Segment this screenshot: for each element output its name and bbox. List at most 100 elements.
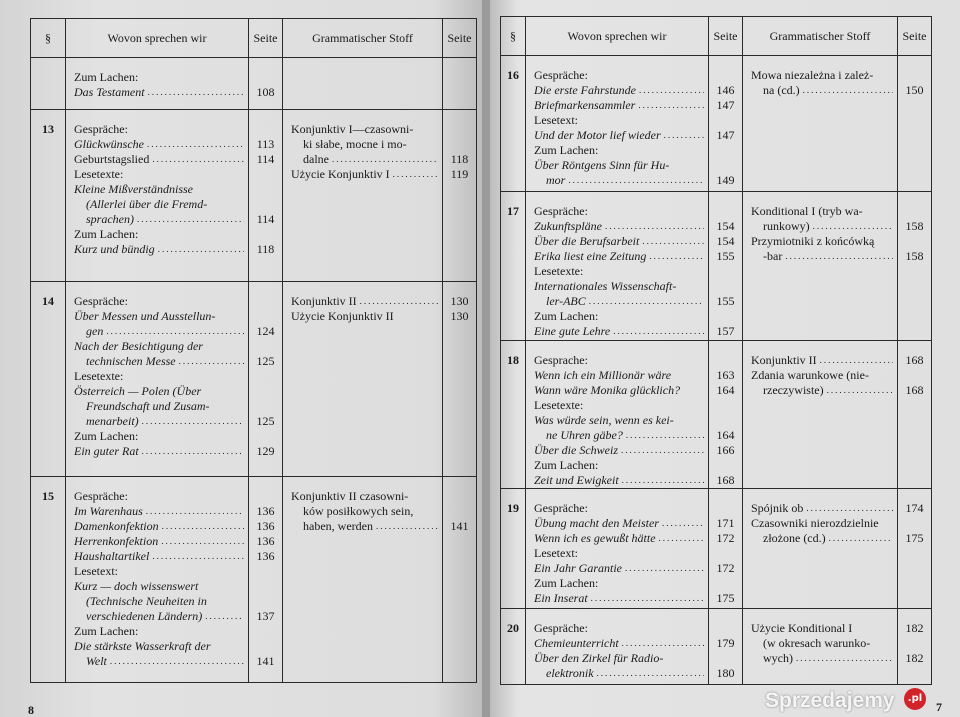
entry-page-number: 180 [716,666,735,680]
entry-title: Zum Lachen: [74,70,139,84]
entry-title: (w okresach warunko- [763,636,871,650]
entry-page-number: 136 [256,534,275,548]
dot-leader: ........................................… [826,385,893,395]
topic-entry: Über die Berufsarbeit...................… [526,234,708,249]
topic-entry: Was würde sein, wenn es kei- [526,413,708,428]
grammar-page-cell: 174 175 [897,488,932,609]
grammar-entry: (w okresach warunko- [743,636,897,651]
entry-title: wych) [763,651,793,665]
entry-page-number [249,399,282,414]
grammar-page-cell: 118 119 [442,109,477,282]
dot-leader: ........................................… [590,593,704,603]
entry-title: Lesetexte: [74,167,124,181]
topic-entry: Zum Lachen: [526,143,708,158]
entry-title: Über die Schweiz [534,443,618,457]
contents-table-left: § Wovon sprechen wir Seite Grammatischer… [30,18,477,683]
topic-page-cell: 113 114 114 118 [248,109,283,282]
topic-entry: Die stärkste Wasserkraft der [66,639,248,654]
topic-entry: Lesetext: [526,113,708,128]
entry-title: Lesetexte: [534,264,584,278]
entry-title: Gespräche: [534,501,588,515]
topic-entry: Ein guter Rat...........................… [66,444,248,459]
entry-title: Gespräche: [74,122,128,136]
section-row: 20 Gespräche: Chemieunterricht............… [500,608,932,685]
dot-leader: ........................................… [663,130,704,140]
entry-page-number [249,624,282,639]
dot-leader: ........................................… [638,85,704,95]
grammar-entry: Konjunktiv II...........................… [743,353,897,368]
topic-page-cell: 171 172 172 175 [708,488,743,609]
header-page-grammar: Seite [442,18,477,58]
topic-entry: Lesetexte: [526,264,708,279]
dot-leader: ........................................… [796,653,893,663]
topic-entry: Wann wäre Monika glücklich? [526,383,708,398]
topic-entry: Gespräche: [526,501,708,516]
entry-page-number: 147 [716,128,735,142]
dot-leader: ........................................… [145,506,244,516]
entry-title: Konjunktiv II czasowni- [291,489,409,503]
dot-leader: ........................................… [613,326,704,336]
dot-leader: ........................................… [649,251,704,261]
topic-entry: Kurz — doch wissenswert [66,579,248,594]
entry-page-number: 118 [450,152,469,166]
topic-entry: Zukunftspläne...........................… [526,219,708,234]
entry-title: Nach der Besichtigung der [74,339,203,353]
grammar-entry: Użycie Konjunktiv II [283,309,442,324]
grammar-entry: Użycie Konditional I [743,621,897,636]
grammar-page-cell: 158 158 [897,191,932,341]
topic-entry: Lesetexte: [66,167,248,182]
dot-leader: ........................................… [806,503,893,513]
topic-entry: menarbeit)..............................… [66,414,248,429]
entry-title: Erika liest eine Zeitung [534,249,647,263]
entry-page-number [709,458,742,473]
entry-title: runkowy) [763,219,810,233]
grammar-entry: Zdania warunkowe (nie- [743,368,897,383]
topic-entry: Damenkonfektion.........................… [66,519,248,534]
topic-entry: Herrenkonfektion........................… [66,534,248,549]
topic-entry: Zeit und Ewigkeit.......................… [526,473,708,488]
entry-page-number: 175 [905,531,924,545]
entry-page-number [898,204,931,219]
entry-title: Przymiotniki z końcówką [751,234,875,248]
entry-title: Lesetexte: [534,398,584,412]
dot-leader: ........................................… [152,154,244,164]
entry-page-number [709,413,742,428]
topic-entry: Lesetexte: [66,369,248,384]
dot-leader: ........................................… [106,326,244,336]
entry-page-number [443,137,476,152]
topic-entry: Briefmarkensammler......................… [526,98,708,113]
entry-title: Ein Jahr Garantie [534,561,622,575]
entry-page-number: 118 [256,242,275,256]
dot-leader: ........................................… [359,296,438,306]
topic-entry: (Allerlei über die Fremd- [66,197,248,212]
entry-page-number [249,70,282,85]
grammar-entry: Użycie Konjunktiv I.....................… [283,167,442,182]
entry-title: Wenn ich ein Millionär wäre [534,368,672,382]
topic-entry: verschiedenen Ländern)..................… [66,609,248,624]
header-page-grammar: Seite [897,16,932,56]
section-number-text: 18 [507,353,519,367]
grammar-page-cell: 168 168 [897,340,932,489]
entry-title: Das Testament [74,85,145,99]
header-topics: Wovon sprechen wir [525,16,709,56]
entry-title: Über den Zirkel für Radio- [534,651,664,665]
section-row: 14 Gespräche: Über Messen und Ausstellun-g… [30,281,477,477]
entry-title: Zukunftspläne [534,219,602,233]
section-number-text: 15 [42,489,54,503]
section-number-text: 13 [42,122,54,136]
dot-leader: ........................................… [152,551,244,561]
grammar-entry: Konjunktiv I—czasowni- [283,122,442,137]
dot-leader: ........................................… [147,87,244,97]
entry-page-number [709,546,742,561]
page-number-right: 7 [936,700,942,714]
header-page: Seite [248,18,283,58]
entry-page-number [249,639,282,654]
dot-leader: ........................................… [392,169,438,179]
entry-title: Gespräche: [534,68,588,82]
section-number-text: 20 [507,621,519,635]
topic-entry: Gespräche: [66,294,248,309]
section-number [30,57,66,110]
section-row: 19 Gespräche: Übung macht den Meister.....… [500,488,932,609]
grammar-entry: wych)...................................… [743,651,897,666]
entry-title: Damenkonfektion [74,519,159,533]
